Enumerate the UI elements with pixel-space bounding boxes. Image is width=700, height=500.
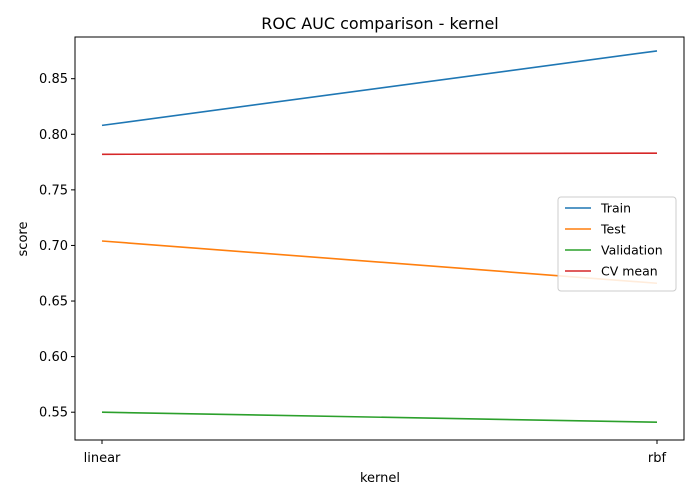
series-line-train [101, 50, 658, 127]
legend-box [557, 196, 677, 292]
series-line-validation [101, 411, 658, 424]
legend: Train Test Validation CV mean [557, 196, 677, 292]
y-axis: 0.55 0.60 0.65 0.70 0.75 0.80 0.85 [39, 72, 75, 421]
x-tick-label: rbf [648, 451, 667, 466]
legend-label: CV mean [601, 264, 658, 279]
plot-lines [101, 50, 658, 424]
y-tick-label: 0.65 [39, 295, 68, 310]
y-tick-label: 0.55 [39, 406, 68, 421]
y-tick-label: 0.60 [39, 350, 68, 365]
x-axis: linear rbf [84, 440, 667, 466]
chart-title: ROC AUC comparison - kernel [261, 14, 499, 33]
y-tick-label: 0.85 [39, 72, 68, 87]
y-tick-label: 0.75 [39, 183, 68, 198]
legend-label: Validation [601, 243, 663, 258]
y-tick-label: 0.80 [39, 128, 68, 143]
plot-area-frame [74, 36, 685, 441]
x-axis-label: kernel [360, 471, 400, 486]
y-tick-label: 0.70 [39, 239, 68, 254]
legend-label: Test [600, 222, 626, 237]
x-tick-label: linear [84, 451, 121, 466]
y-axis-label: score [16, 222, 31, 257]
legend-label: Train [600, 201, 631, 216]
series-line-cv-mean [101, 152, 658, 156]
